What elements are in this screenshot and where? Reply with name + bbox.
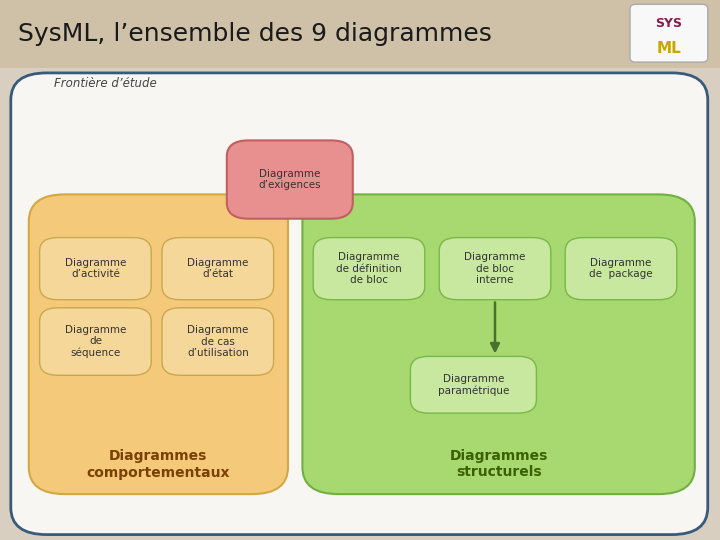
FancyBboxPatch shape xyxy=(302,194,695,494)
Text: SYS: SYS xyxy=(655,17,683,30)
Text: Diagramme
de bloc
interne: Diagramme de bloc interne xyxy=(464,252,526,285)
FancyBboxPatch shape xyxy=(40,308,151,375)
FancyBboxPatch shape xyxy=(630,4,708,62)
Text: SysML, l’ensemble des 9 diagrammes: SysML, l’ensemble des 9 diagrammes xyxy=(18,22,492,46)
FancyBboxPatch shape xyxy=(162,238,274,300)
Text: Diagrammes
comportementaux: Diagrammes comportementaux xyxy=(86,449,230,480)
FancyBboxPatch shape xyxy=(565,238,677,300)
Text: Diagramme
d’activité: Diagramme d’activité xyxy=(65,258,126,280)
FancyBboxPatch shape xyxy=(313,238,425,300)
Text: Diagrammes
structurels: Diagrammes structurels xyxy=(449,449,548,480)
Text: Diagramme
d’exigences: Diagramme d’exigences xyxy=(258,168,321,191)
Text: Frontière d’étude: Frontière d’étude xyxy=(54,77,157,90)
FancyBboxPatch shape xyxy=(410,356,536,413)
FancyBboxPatch shape xyxy=(162,308,274,375)
Text: Diagramme
d’état: Diagramme d’état xyxy=(187,258,248,280)
FancyBboxPatch shape xyxy=(439,238,551,300)
FancyBboxPatch shape xyxy=(227,140,353,219)
FancyBboxPatch shape xyxy=(0,0,720,68)
FancyBboxPatch shape xyxy=(11,73,708,535)
Text: Diagramme
de cas
d’utilisation: Diagramme de cas d’utilisation xyxy=(187,325,248,358)
Text: Diagramme
de  package: Diagramme de package xyxy=(589,258,653,280)
Text: Diagramme
de définition
de bloc: Diagramme de définition de bloc xyxy=(336,252,402,285)
Text: Diagramme
paramétrique: Diagramme paramétrique xyxy=(438,374,509,396)
Text: ML: ML xyxy=(657,41,681,56)
FancyBboxPatch shape xyxy=(29,194,288,494)
FancyBboxPatch shape xyxy=(40,238,151,300)
Text: Diagramme
de
séquence: Diagramme de séquence xyxy=(65,325,126,359)
